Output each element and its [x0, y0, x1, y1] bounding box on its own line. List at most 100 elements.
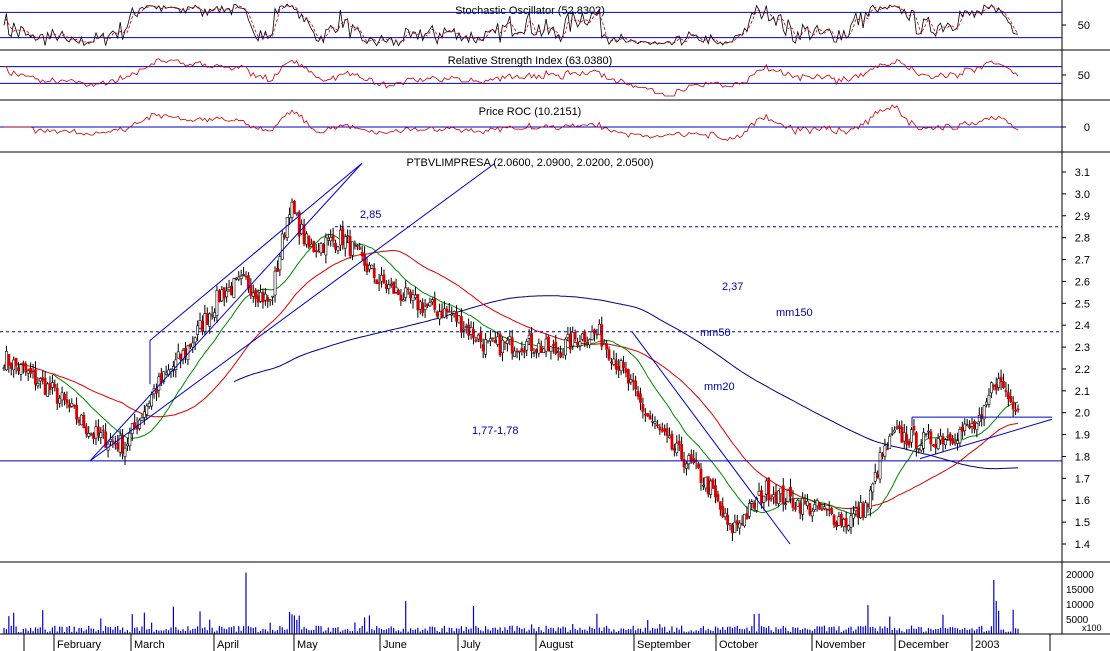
candle-body: [902, 432, 906, 442]
month-label: April: [217, 639, 239, 651]
candle-body: [479, 332, 483, 343]
month-label: February: [57, 639, 102, 651]
candle-body: [818, 502, 821, 510]
candle-body: [629, 379, 633, 383]
candle-body: [368, 264, 371, 270]
candle-body: [493, 339, 497, 343]
candle-body: [951, 438, 955, 444]
candle-body: [290, 201, 294, 218]
candle-body: [566, 334, 570, 338]
candle-body: [452, 311, 456, 314]
candle-body: [421, 302, 425, 313]
candle-body: [634, 380, 638, 390]
candle-body: [772, 494, 775, 498]
candle-body: [358, 247, 362, 250]
price-panel: PTBVLIMPRESA (2.0600, 2.0900, 2.0200, 2.…: [0, 157, 1090, 551]
candle-body: [225, 290, 229, 298]
price-tick-label: 1.8: [1075, 451, 1090, 463]
candle-body: [401, 299, 405, 302]
candle-body: [317, 250, 321, 253]
candle-body: [876, 474, 880, 478]
price-tick-label: 2.3: [1075, 342, 1090, 354]
candle-body: [109, 438, 112, 442]
candle-body: [651, 420, 654, 423]
candle-body: [701, 484, 705, 487]
candle-body: [217, 290, 221, 303]
candle-body: [87, 433, 91, 437]
candle-body: [774, 491, 778, 504]
candle-body: [293, 200, 296, 214]
candle-body: [355, 245, 359, 247]
candle-body: [760, 490, 763, 504]
candle-body: [518, 350, 521, 353]
candle-body: [208, 313, 212, 327]
candle-body: [948, 433, 952, 441]
candle-body: [375, 279, 379, 285]
candle-body: [610, 361, 613, 364]
candle-body: [319, 243, 323, 254]
candle-body: [561, 351, 565, 355]
candle-body: [726, 514, 729, 525]
candle-body: [822, 506, 826, 509]
price-tick-label: 1.5: [1075, 517, 1090, 529]
annotation-5: 1,77-1,78: [472, 425, 518, 437]
price-tick-label: 3.0: [1075, 189, 1090, 201]
candle-body: [387, 284, 391, 289]
candle-body: [111, 440, 115, 443]
candle-body: [266, 297, 270, 302]
candle-body: [878, 452, 882, 480]
candle-body: [2, 367, 6, 370]
candle-body: [973, 421, 976, 429]
candle-body: [956, 440, 959, 444]
candle-body: [21, 362, 25, 367]
candle-body: [5, 351, 8, 371]
candle-body: [193, 337, 197, 343]
candle-body: [17, 367, 20, 372]
candle-body: [46, 383, 49, 397]
candle-body: [658, 426, 662, 431]
osc-tick-label: 0: [1084, 122, 1090, 134]
candle-body: [472, 329, 475, 339]
candle-body: [544, 338, 548, 352]
month-label: August: [539, 639, 573, 651]
candle-body: [1016, 408, 1020, 411]
candle-body: [31, 370, 35, 373]
candle-body: [251, 292, 255, 297]
candle-body: [348, 236, 352, 256]
candle-body: [914, 432, 918, 449]
candle-body: [67, 404, 71, 408]
candle-body: [455, 311, 458, 322]
candle-body: [360, 251, 364, 257]
candle-body: [793, 507, 797, 510]
candle-body: [936, 438, 940, 449]
candle-body: [578, 341, 582, 347]
candle-body: [162, 371, 166, 383]
price-tick-label: 2.8: [1075, 233, 1090, 245]
candle-body: [1009, 396, 1013, 403]
candle-body: [907, 441, 911, 446]
candle-body: [198, 320, 202, 329]
month-label: July: [461, 639, 481, 651]
candle-body: [36, 383, 40, 387]
candle-body: [820, 508, 824, 511]
candle-body: [898, 425, 901, 429]
candle-body: [699, 468, 703, 483]
roc-panel: Price ROC (10.2151) 0: [0, 104, 1090, 142]
candle-body: [242, 274, 245, 276]
price-tick-label: 2.6: [1075, 276, 1090, 288]
candle-body: [706, 476, 710, 495]
candle-body: [660, 429, 664, 432]
candle-body: [486, 340, 490, 343]
candle-body: [384, 283, 388, 290]
candle-body: [767, 477, 771, 501]
month-label: December: [898, 639, 949, 651]
candle-body: [728, 523, 732, 526]
candle-body: [985, 401, 988, 405]
candle-body: [409, 291, 412, 299]
candle-body: [714, 485, 717, 498]
candle-body: [946, 435, 950, 438]
candle-body: [126, 443, 129, 447]
price-tick-label: 2.4: [1075, 320, 1090, 332]
candle-body: [779, 487, 783, 495]
candle-body: [404, 287, 408, 298]
